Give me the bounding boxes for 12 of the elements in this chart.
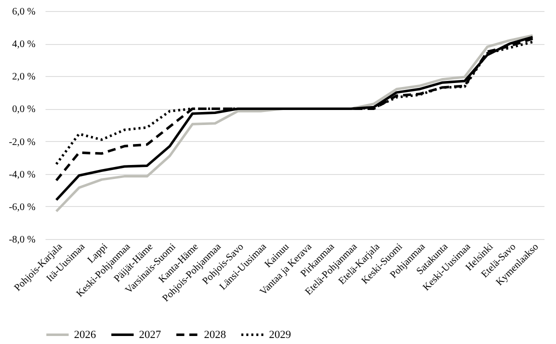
legend-label: 2027	[139, 328, 162, 341]
legend-label: 2026	[74, 328, 96, 341]
y-tick-label: -4,0 %	[8, 169, 36, 180]
y-tick-label: -2,0 %	[8, 136, 36, 148]
legend-label: 2029	[269, 328, 292, 341]
y-tick-label: 4,0 %	[12, 39, 36, 50]
y-tick-label: 0,0 %	[12, 104, 36, 116]
y-tick-label: -8,0 %	[8, 234, 36, 246]
legend-label: 2028	[204, 328, 226, 341]
y-tick-label: 2,0 %	[12, 72, 36, 83]
y-tick-label: -6,0 %	[8, 202, 36, 213]
y-tick-label: 6,0 %	[12, 6, 36, 18]
